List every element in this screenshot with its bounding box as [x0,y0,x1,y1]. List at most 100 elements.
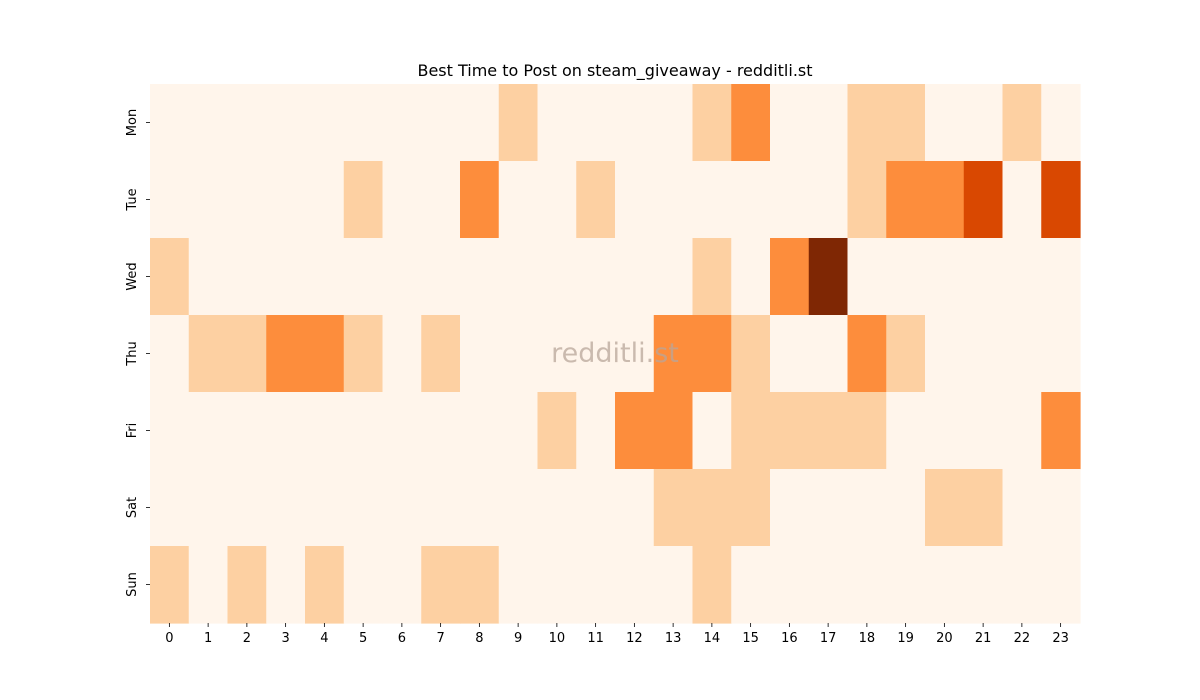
heatmap-cell-sun-19 [886,546,926,624]
heatmap-cell-fri-7 [421,392,461,470]
heatmap-cell-sun-7 [421,546,461,624]
x-tick-label: 12 [626,631,643,646]
heatmap-cell-thu-3 [266,315,306,393]
heatmap-cell-mon-0 [150,84,190,162]
heatmap-cell-fri-16 [770,392,810,470]
x-tick-label: 8 [475,631,483,646]
heatmap-cell-sun-6 [382,546,422,624]
heatmap-cell-tue-10 [537,161,577,239]
heatmap-cell-fri-5 [343,392,384,470]
heatmap-cell-sun-3 [266,546,306,624]
heatmap-cell-sat-3 [266,469,306,547]
heatmap-cell-fri-14 [692,392,732,470]
heatmap-cell-sat-7 [421,469,461,547]
heatmap-cell-sun-18 [847,546,887,624]
heatmap-cell-sat-17 [808,469,849,547]
heatmap-cell-mon-16 [770,84,810,162]
heatmap-cell-tue-6 [382,161,422,239]
x-tick-label: 19 [897,631,914,646]
heatmap-cell-mon-6 [382,84,422,162]
heatmap-cell-thu-23 [1041,315,1081,393]
heatmap-cell-mon-3 [266,84,306,162]
x-tick-label: 5 [359,631,367,646]
x-tick-label: 0 [165,631,173,646]
heatmap-cell-thu-22 [1002,315,1042,393]
heatmap-cell-sat-0 [150,469,190,547]
heatmap-cell-fri-18 [847,392,887,470]
heatmap-cell-thu-21 [963,315,1004,393]
x-tick-label: 9 [514,631,522,646]
heatmap-cell-thu-9 [498,315,539,393]
x-tick-label: 14 [704,631,721,646]
heatmap-cell-sat-14 [692,469,732,547]
heatmap-cell-thu-15 [731,315,771,393]
y-tick-label: Tue [125,188,140,211]
heatmap-cell-tue-12 [615,161,655,239]
heatmap-cell-mon-23 [1041,84,1081,162]
heatmap-cell-sun-17 [808,546,849,624]
heatmap-cell-mon-7 [421,84,461,162]
x-tick-label: 18 [859,631,876,646]
watermark: redditli.st [551,338,679,369]
x-tick-label: 22 [1014,631,1031,646]
x-tick-label: 10 [549,631,566,646]
heatmap-cell-sun-4 [305,546,345,624]
heatmap-cell-tue-2 [227,161,267,239]
x-tick-label: 3 [281,631,289,646]
heatmap-cell-wed-10 [537,238,577,316]
heatmap-cell-tue-11 [576,161,616,239]
heatmap-cell-tue-13 [653,161,694,239]
heatmap-cell-wed-21 [963,238,1004,316]
heatmap-cell-sat-2 [227,469,267,547]
heatmap-cell-sun-16 [770,546,810,624]
heatmap-cell-tue-8 [460,161,500,239]
heatmap-cell-sun-9 [498,546,539,624]
heatmap-cell-sat-18 [847,469,887,547]
heatmap-cell-sun-10 [537,546,577,624]
heatmap-cell-sun-23 [1041,546,1081,624]
heatmap-cell-wed-14 [692,238,732,316]
x-tick-label: 23 [1052,631,1069,646]
heatmap-cell-wed-2 [227,238,267,316]
x-tick-label: 4 [320,631,328,646]
heatmap-cell-wed-0 [150,238,190,316]
y-tick-label: Sat [125,497,140,518]
heatmap-cell-wed-4 [305,238,345,316]
y-tick-label: Mon [125,109,140,136]
heatmap-cell-sat-12 [615,469,655,547]
heatmap-cell-thu-6 [382,315,422,393]
x-tick-label: 7 [436,631,444,646]
heatmap-cell-sun-15 [731,546,771,624]
heatmap-cell-mon-5 [343,84,384,162]
heatmap-cell-thu-1 [188,315,229,393]
heatmap-cell-wed-16 [770,238,810,316]
heatmap-cell-wed-19 [886,238,926,316]
x-tick-label: 6 [398,631,406,646]
x-axis: 0 1 2 3 4 5 6 7 8 9 10 11 12 13 14 15 16 17 18 19 20 21 22 23 [165,623,1069,646]
heatmap-cell-fri-13 [653,392,694,470]
heatmap-cell-tue-4 [305,161,345,239]
heatmap-cell-sat-16 [770,469,810,547]
heatmap-cell-sun-13 [653,546,694,624]
heatmap-cell-sat-10 [537,469,577,547]
heatmap-cell-wed-5 [343,238,384,316]
heatmap-cell-fri-6 [382,392,422,470]
heatmap-cell-sat-6 [382,469,422,547]
heatmap-cell-wed-18 [847,238,887,316]
heatmap-cell-thu-17 [808,315,849,393]
heatmap-cell-thu-20 [925,315,965,393]
x-tick-label: 13 [665,631,682,646]
heatmap-cell-mon-13 [653,84,694,162]
x-tick-label: 15 [742,631,759,646]
heatmap-cell-tue-22 [1002,161,1042,239]
heatmap-cell-sat-22 [1002,469,1042,547]
heatmap-cell-wed-15 [731,238,771,316]
heatmap-cell-mon-10 [537,84,577,162]
heatmap-cell-thu-0 [150,315,190,393]
heatmap-cell-sun-8 [460,546,500,624]
heatmap-cell-sat-1 [188,469,229,547]
heatmap-cell-sat-13 [653,469,694,547]
y-axis: Mon Tue Wed Thu Fri Sat Sun [125,109,150,597]
heatmap-cell-sat-8 [460,469,500,547]
